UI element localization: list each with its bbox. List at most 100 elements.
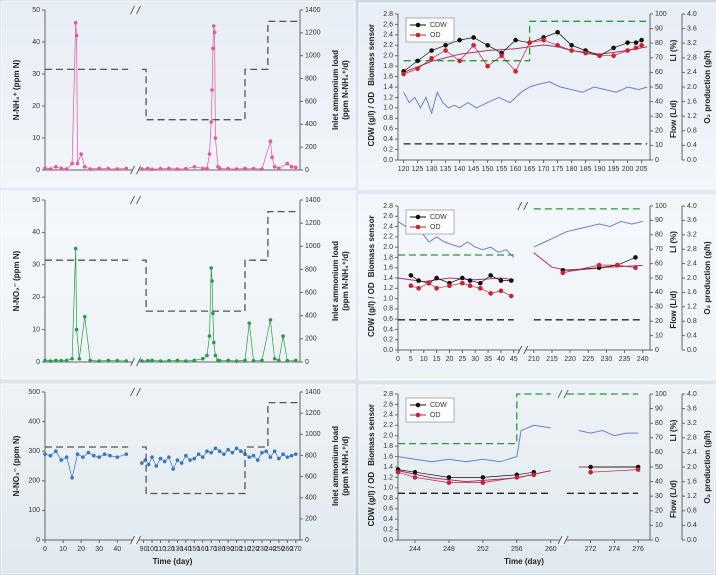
data-point [588, 469, 593, 475]
y2-axis-label: Inlet ammonium load [331, 50, 340, 130]
y3-tick-label: 3.6 [687, 25, 697, 32]
data-point [213, 446, 218, 451]
x-tick-label: 155 [496, 166, 508, 173]
y2-tick-label: 70 [655, 435, 663, 442]
y2-tick-label: 100 [655, 203, 667, 210]
data-point [457, 37, 462, 43]
y-tick-label: 0.6 [383, 506, 393, 513]
data-point [97, 359, 101, 363]
y-tick-label: 0 [36, 167, 40, 174]
data-point [54, 165, 58, 169]
data-point [560, 270, 566, 276]
data-point [150, 358, 154, 363]
data-point [77, 356, 82, 361]
data-point [272, 165, 277, 169]
y2-tick-label: 10 [655, 522, 663, 529]
y2-tick-label: 60 [655, 260, 663, 267]
y-tick-label: 200 [28, 478, 40, 485]
y2-tick-label: 70 [655, 246, 663, 253]
data-point [555, 29, 560, 35]
x-tick-label: 190 [594, 166, 606, 173]
data-point [268, 318, 273, 322]
x-tick-label: 195 [608, 166, 620, 173]
x-tick-label: 140 [454, 166, 466, 173]
y-tick-label: 0.0 [383, 157, 393, 164]
y-axis-label: CDW (g/l) / OD [367, 472, 376, 527]
x-tick-label: 210 [528, 356, 540, 363]
y2-tick-label: 50 [655, 464, 663, 471]
y-tick-label: 400 [28, 418, 40, 425]
data-point [471, 42, 476, 48]
data-point [146, 358, 150, 363]
dashed-line [398, 208, 643, 256]
data-point [429, 56, 434, 61]
data-point [124, 166, 129, 171]
data-point [401, 71, 406, 77]
y-tick-label: 50 [32, 197, 40, 204]
series-line [397, 466, 639, 478]
data-point [285, 358, 290, 363]
y2-axis-label: Flow (L/d) [669, 480, 678, 518]
y2-tick-label: 1200 [305, 410, 321, 417]
data-point [210, 88, 214, 92]
x-tick-label: 240 [265, 546, 277, 553]
data-point [625, 40, 630, 45]
legend-swatch [415, 412, 421, 418]
x-axis-label: Time (day) [504, 557, 544, 566]
data-point [102, 452, 107, 456]
y2-tick-label: 600 [305, 289, 317, 296]
legend-label: CDW [430, 402, 447, 409]
x-tick-label: 130 [426, 166, 438, 173]
y-tick-label: 1.8 [383, 63, 393, 70]
y2-tick-label: 800 [305, 452, 317, 459]
data-point [200, 356, 205, 361]
data-point [226, 166, 230, 171]
y2-axis-label: Inlet ammonium load [331, 241, 340, 321]
data-point [289, 165, 294, 169]
data-point [213, 353, 218, 358]
y-tick-label: 2.4 [383, 223, 393, 230]
x-tick-label: 45 [510, 356, 518, 363]
y3-tick-label: 0.0 [687, 347, 697, 354]
data-point [154, 464, 159, 468]
data-point [175, 358, 180, 363]
y3-tick-label: 0.4 [687, 522, 697, 529]
data-point [213, 136, 218, 140]
y-tick-label: 2.2 [383, 422, 393, 429]
data-point [443, 48, 448, 53]
data-point [447, 283, 452, 289]
y2-tick-label: 200 [305, 516, 317, 523]
x-tick-label: 40 [113, 546, 121, 553]
y3-tick-label: 1.6 [687, 478, 697, 485]
x-tick-label: 256 [511, 546, 523, 553]
data-point [281, 452, 285, 456]
data-point [611, 53, 616, 59]
data-point [81, 455, 85, 459]
x-tick-label: 10 [420, 356, 428, 363]
y-tick-label: 0.6 [383, 316, 393, 323]
y2-tick-label: 50 [655, 84, 663, 91]
data-point [471, 35, 476, 40]
data-point [293, 165, 298, 170]
y2-tick-label: 600 [305, 98, 317, 105]
data-point [247, 455, 252, 459]
data-point [43, 452, 47, 456]
data-point [527, 40, 532, 45]
y2-tick-label: 90 [655, 405, 663, 412]
data-point [247, 321, 252, 325]
x-tick-label: 10 [59, 546, 67, 553]
series-line [403, 81, 648, 115]
x-tick-label: 150 [188, 546, 200, 553]
data-point [212, 30, 217, 35]
data-point [508, 293, 514, 299]
data-point [596, 262, 602, 268]
y2-tick-label: 200 [305, 336, 317, 343]
y3-tick-label: 1.2 [687, 493, 697, 500]
y2-axis-label: (ppm N-NH₄⁺/d) [341, 251, 350, 311]
data-point [498, 288, 504, 294]
data-point [480, 480, 486, 485]
data-point [64, 455, 69, 459]
axis-break [563, 535, 569, 545]
y2-tick-label: 1200 [305, 220, 321, 227]
data-point [485, 63, 490, 69]
